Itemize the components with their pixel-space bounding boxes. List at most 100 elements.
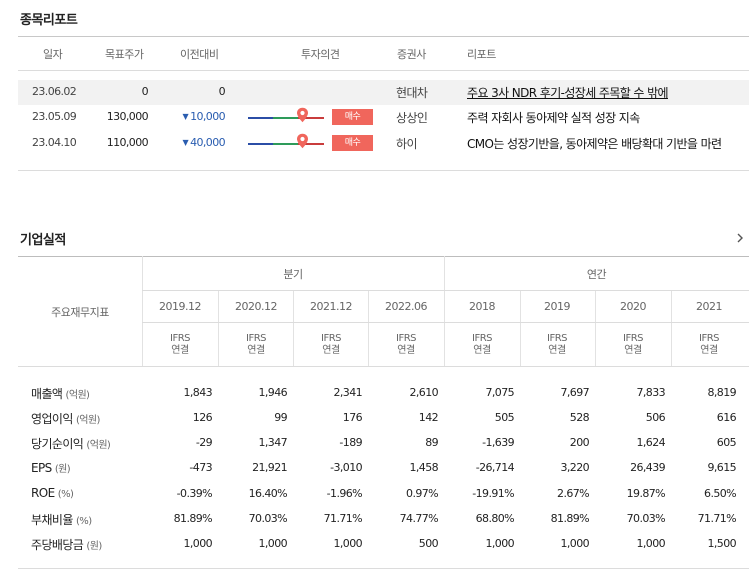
metric-value: 1,000	[636, 537, 666, 550]
report-row[interactable]: 23.06.02 0 0 현대차 주요 3사 NDR 후기-성장세 주목할 수 밖에	[18, 80, 749, 105]
metric-value: 200	[569, 436, 590, 449]
corner-label: 주요재무지표	[51, 306, 109, 319]
standard-ifrs: IFRS	[699, 333, 720, 344]
accounting-standard: IFRS 연결	[296, 333, 366, 357]
column-divider	[293, 290, 294, 366]
financial-top-border	[18, 256, 749, 257]
metric-value: 7,833	[636, 386, 666, 399]
report-change-value: 40,000	[190, 136, 225, 149]
chevron-right-icon[interactable]	[736, 232, 744, 244]
map-pin-icon	[297, 107, 308, 123]
standard-consolidated: 연결	[700, 345, 718, 356]
metric-value: 1,458	[409, 461, 439, 474]
metric-value: 528	[569, 411, 590, 424]
metric-value: -3,010	[330, 461, 362, 474]
standard-ifrs: IFRS	[472, 333, 493, 344]
metric-value: 16.40%	[248, 487, 288, 500]
period-header: 2020	[620, 300, 647, 313]
opinion-badge: 매수	[332, 135, 373, 151]
report-row[interactable]: 23.04.10 110,000 ▼ 40,000 매수 하이 CMO는 성장기반을, 동아…	[18, 131, 749, 156]
metric-value: -19.91%	[472, 487, 514, 500]
report-change: ▼ 40,000	[182, 136, 226, 149]
column-divider	[368, 290, 369, 366]
metric-value: -1.96%	[326, 487, 363, 500]
report-target-price: 110,000	[106, 136, 149, 149]
arrow-down-icon: ▼	[182, 112, 189, 121]
metric-name: ROE	[31, 486, 55, 500]
metric-value: 1,500	[707, 537, 737, 550]
metric-value: 505	[494, 411, 515, 424]
header-broker: 증권사	[397, 48, 426, 61]
report-broker: 현대차	[396, 86, 428, 100]
metric-name: 주당배당금	[31, 538, 84, 552]
metric-value: 68.80%	[475, 512, 515, 525]
report-change: 0	[218, 85, 226, 98]
report-header-divider	[18, 70, 749, 71]
metric-value: -473	[189, 461, 212, 474]
report-date: 23.05.09	[32, 110, 77, 123]
metric-value: 2,341	[333, 386, 363, 399]
arrow-down-icon: ▼	[182, 138, 189, 147]
report-title-link[interactable]: CMO는 성장기반을, 동아제약은 배당확대 기반을 마련	[467, 137, 722, 151]
report-title-link[interactable]: 주요 3사 NDR 후기-성장세 주목할 수 밖에	[467, 86, 669, 100]
period-header: 2019.12	[159, 300, 202, 313]
metric-value: 1,000	[333, 537, 363, 550]
metric-value: 8,819	[707, 386, 737, 399]
metric-label: 매출액 (억원)	[31, 385, 90, 402]
standard-consolidated: 연결	[473, 345, 491, 356]
metric-value: 1,000	[485, 537, 515, 550]
header-divider	[142, 290, 749, 291]
standard-ifrs: IFRS	[321, 333, 342, 344]
metric-value: 81.89%	[173, 512, 213, 525]
standard-ifrs: IFRS	[246, 333, 267, 344]
accounting-standard: IFRS 연결	[674, 333, 744, 357]
metric-unit: (억원)	[75, 415, 100, 426]
report-title-link[interactable]: 주력 자회사 동아제약 실적 성장 지속	[467, 111, 640, 125]
metric-label: 부채비율 (%)	[31, 511, 92, 528]
metric-label: EPS (원)	[31, 460, 71, 475]
metric-name: 매출액	[31, 387, 63, 401]
accounting-standard: IFRS 연결	[371, 333, 441, 357]
metric-value: 176	[342, 411, 363, 424]
opinion-badge: 매수	[332, 109, 373, 125]
metric-value: -26,714	[475, 461, 515, 474]
standard-consolidated: 연결	[624, 345, 642, 356]
header-opinion: 투자의견	[301, 48, 340, 61]
metric-value: 19.87%	[626, 487, 666, 500]
metric-unit: (억원)	[86, 440, 111, 451]
metric-value: 81.89%	[550, 512, 590, 525]
metric-value: 1,000	[258, 537, 288, 550]
metric-name: EPS	[31, 461, 52, 475]
report-target-price: 0	[141, 85, 149, 98]
metric-value: 1,000	[183, 537, 213, 550]
column-divider	[520, 290, 521, 366]
metric-value: 0.97%	[406, 487, 439, 500]
group-quarter: 분기	[283, 268, 303, 281]
standard-consolidated: 연결	[171, 345, 189, 356]
accounting-standard: IFRS 연결	[447, 333, 517, 357]
report-bottom-border	[18, 170, 749, 171]
metric-value: 70.03%	[248, 512, 288, 525]
metric-value: 89	[425, 436, 438, 449]
report-row[interactable]: 23.05.09 130,000 ▼ 10,000 매수 상상인 주력 자회사 동아제약 실…	[18, 105, 749, 130]
report-date: 23.06.02	[32, 85, 77, 98]
metric-label: ROE (%)	[31, 486, 74, 500]
metric-unit: (원)	[54, 464, 71, 475]
period-header: 2020.12	[235, 300, 278, 313]
accounting-standard: IFRS 연결	[221, 333, 291, 357]
metric-value: 74.77%	[399, 512, 439, 525]
standard-ifrs: IFRS	[170, 333, 191, 344]
period-header: 2021	[696, 300, 723, 313]
financial-bottom-border	[18, 568, 749, 569]
metric-value: 7,697	[560, 386, 590, 399]
header-target-price: 목표주가	[105, 48, 144, 61]
metric-unit: (억원)	[65, 390, 90, 401]
map-pin-icon	[297, 133, 308, 149]
metric-name: 영업이익	[31, 412, 73, 426]
column-divider	[595, 290, 596, 366]
metric-value: 1,843	[183, 386, 213, 399]
metric-value: 99	[274, 411, 287, 424]
metric-value: 3,220	[560, 461, 590, 474]
metric-value: -1,639	[482, 436, 514, 449]
report-change: ▼ 10,000	[182, 110, 226, 123]
